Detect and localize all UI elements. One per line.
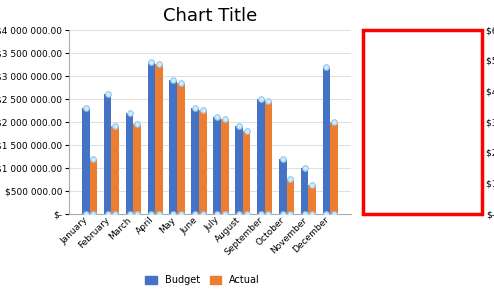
Bar xyxy=(191,108,199,214)
Bar xyxy=(177,83,185,214)
Bar xyxy=(221,119,229,214)
Bar xyxy=(82,108,89,214)
Bar xyxy=(330,122,338,214)
Bar xyxy=(308,185,316,214)
Bar xyxy=(323,67,330,214)
Bar xyxy=(243,131,250,214)
Bar xyxy=(279,159,287,214)
Bar xyxy=(301,168,308,214)
Bar xyxy=(148,62,155,214)
Bar xyxy=(265,101,272,214)
Bar xyxy=(133,124,141,214)
Bar xyxy=(213,117,221,214)
Bar xyxy=(235,127,243,214)
Bar xyxy=(89,159,97,214)
Bar xyxy=(104,94,112,214)
Bar xyxy=(169,80,177,214)
Title: Chart Title: Chart Title xyxy=(163,7,257,25)
Bar xyxy=(125,113,133,214)
Bar xyxy=(287,179,294,214)
Bar xyxy=(199,110,206,214)
Bar xyxy=(363,30,482,214)
Bar xyxy=(257,99,265,214)
Bar xyxy=(155,64,163,214)
Bar xyxy=(112,127,119,214)
Legend: Budget, Actual: Budget, Actual xyxy=(141,271,264,289)
